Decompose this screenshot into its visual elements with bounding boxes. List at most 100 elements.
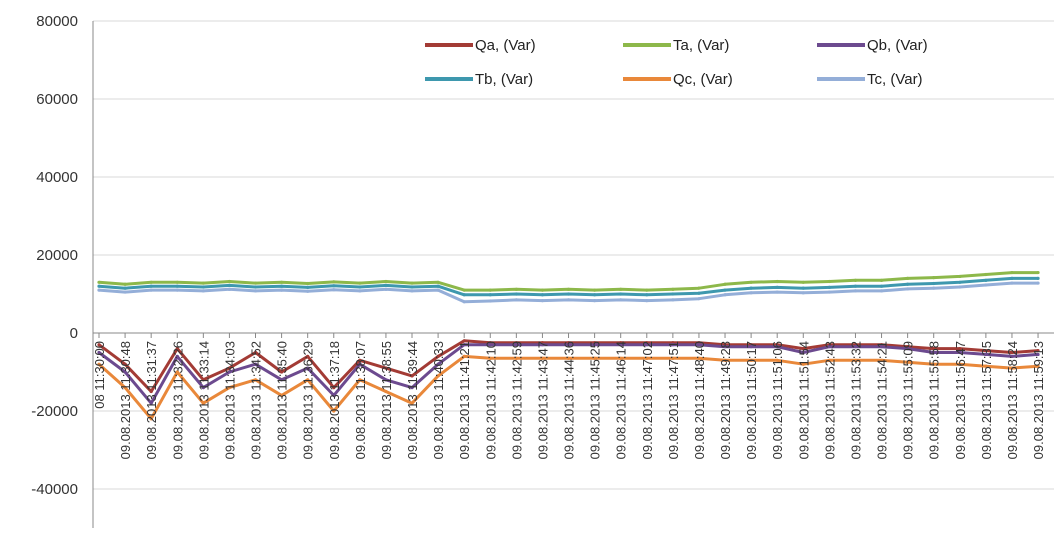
data-point bbox=[775, 279, 779, 284]
data-point bbox=[827, 285, 831, 289]
data-point bbox=[593, 356, 597, 360]
x-tick-label: 09.08.2013 11:48:40 bbox=[692, 341, 707, 459]
x-tick-label: 09.08.2013 11:52:43 bbox=[822, 341, 837, 459]
data-point bbox=[306, 354, 310, 358]
y-tick-label: 0 bbox=[70, 325, 78, 342]
data-point bbox=[279, 284, 284, 288]
data-point bbox=[436, 288, 440, 292]
data-point bbox=[488, 288, 492, 292]
x-tick-label: 09.08.2013 11:44:36 bbox=[562, 341, 577, 459]
data-point bbox=[827, 279, 831, 284]
data-point bbox=[906, 282, 910, 286]
data-point bbox=[801, 280, 805, 284]
data-point bbox=[827, 290, 831, 294]
x-tick-label: 09.08.2013 11:58:24 bbox=[1005, 341, 1020, 459]
data-point bbox=[671, 287, 675, 291]
data-point bbox=[175, 354, 179, 358]
x-tick-label: 09.08.2013 11:50:17 bbox=[744, 341, 759, 459]
data-point bbox=[227, 279, 232, 284]
data-point bbox=[201, 289, 205, 293]
data-point bbox=[123, 282, 127, 286]
data-point bbox=[306, 378, 310, 382]
data-point bbox=[853, 345, 858, 349]
data-point bbox=[436, 354, 440, 358]
data-point bbox=[566, 292, 571, 296]
data-point bbox=[462, 343, 466, 347]
data-point bbox=[958, 274, 962, 279]
data-point bbox=[123, 290, 127, 294]
data-point bbox=[436, 362, 440, 366]
data-point bbox=[697, 356, 701, 360]
data-point bbox=[984, 278, 988, 282]
data-point bbox=[906, 276, 910, 280]
data-point bbox=[253, 350, 258, 355]
data-point bbox=[645, 288, 649, 292]
data-point bbox=[436, 284, 440, 288]
x-tick-label: 09.08.2013 11:45:25 bbox=[588, 341, 603, 459]
data-point bbox=[149, 389, 153, 394]
x-tick-label: 09.08.2013 11:57:35 bbox=[979, 341, 994, 459]
data-point bbox=[384, 287, 388, 291]
data-point bbox=[697, 297, 701, 301]
y-tick-label: -20000 bbox=[31, 403, 78, 420]
data-point bbox=[488, 343, 492, 347]
data-point bbox=[540, 293, 545, 297]
data-point bbox=[853, 358, 858, 362]
data-point bbox=[175, 280, 179, 284]
data-point bbox=[932, 281, 936, 286]
y-tick-label: 60000 bbox=[36, 91, 78, 108]
data-point bbox=[775, 290, 779, 294]
data-point bbox=[801, 291, 805, 295]
legend-label: Tc, (Var) bbox=[867, 71, 923, 88]
data-point bbox=[358, 378, 362, 382]
x-tick-label: 09.08.2013 11:53:32 bbox=[848, 341, 863, 459]
data-point bbox=[306, 366, 310, 370]
data-point bbox=[645, 356, 649, 360]
data-point bbox=[410, 285, 414, 289]
x-tick-label: 09.08.2013 11:30:48 bbox=[118, 341, 133, 459]
x-tick-label: 09.08.2013 11:43:47 bbox=[535, 341, 550, 459]
x-tick-label: 09.08.2013 11:49:28 bbox=[718, 341, 733, 459]
data-point bbox=[958, 285, 962, 289]
data-point bbox=[97, 280, 101, 284]
data-point bbox=[279, 288, 284, 292]
data-point bbox=[123, 286, 127, 290]
x-tick-label: 09.08.2013 11:54:21 bbox=[875, 341, 890, 459]
y-tick-labels: 80000 60000 40000 20000 0 -20000 -40000 bbox=[31, 13, 78, 498]
x-tick-label: 09.08.2013 11:51:54 bbox=[796, 341, 811, 459]
data-point bbox=[1010, 354, 1014, 358]
data-point bbox=[671, 343, 675, 347]
data-point bbox=[879, 278, 884, 282]
data-point bbox=[723, 293, 727, 297]
data-point bbox=[253, 281, 258, 285]
data-point bbox=[253, 289, 258, 293]
data-point bbox=[566, 356, 571, 360]
data-point bbox=[958, 347, 962, 351]
data-point bbox=[97, 284, 101, 288]
data-point bbox=[410, 401, 414, 405]
data-point bbox=[514, 343, 518, 347]
data-point bbox=[723, 358, 727, 362]
data-point bbox=[723, 288, 727, 292]
data-point bbox=[1036, 352, 1040, 357]
data-point bbox=[149, 284, 153, 288]
data-point bbox=[306, 289, 310, 293]
x-tick-label: 09.08.2013 11:46:14 bbox=[614, 341, 629, 459]
data-point bbox=[123, 370, 127, 374]
data-point bbox=[879, 358, 884, 362]
data-point bbox=[906, 347, 910, 351]
y-tick-label: -40000 bbox=[31, 481, 78, 498]
data-point bbox=[358, 358, 362, 362]
data-point bbox=[201, 281, 205, 285]
data-point bbox=[1010, 276, 1014, 280]
data-point bbox=[462, 293, 466, 297]
data-point bbox=[514, 356, 518, 360]
data-point bbox=[932, 276, 936, 280]
data-point bbox=[1010, 350, 1014, 355]
data-point bbox=[645, 299, 649, 303]
data-point bbox=[410, 374, 414, 378]
data-point bbox=[97, 288, 101, 292]
x-tick-label: 09.08.2013 11:39:44 bbox=[405, 341, 420, 459]
data-point bbox=[697, 343, 701, 347]
